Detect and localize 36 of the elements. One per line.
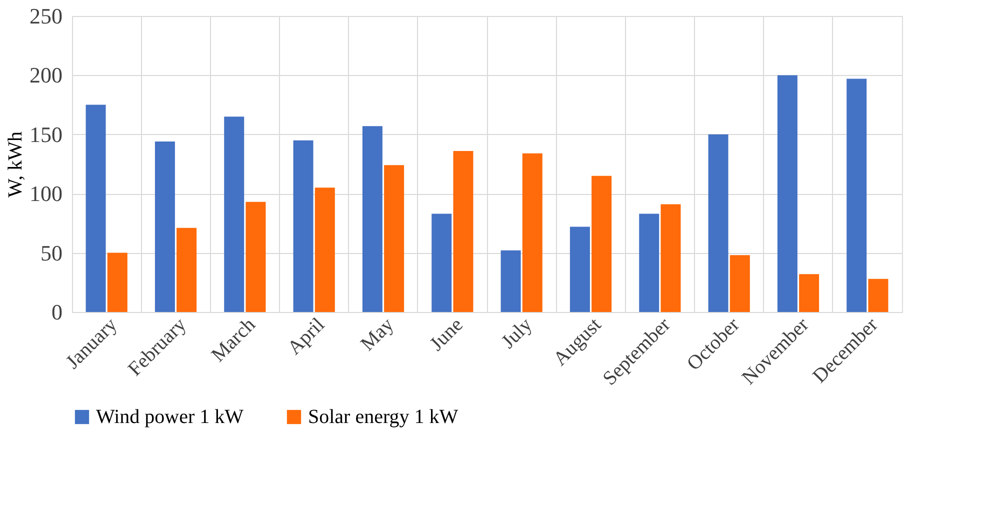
bar	[522, 153, 542, 312]
bar	[224, 116, 244, 312]
y-axis-title: W, kWh	[4, 132, 26, 198]
bar	[107, 252, 128, 312]
bar	[432, 214, 452, 312]
bar	[176, 228, 197, 312]
bar	[868, 278, 888, 312]
x-tick-label: July	[497, 314, 536, 353]
y-tick-label: 150	[30, 122, 62, 147]
y-tick-label: 0	[52, 300, 62, 324]
bar	[660, 204, 681, 312]
bar	[86, 104, 106, 312]
y-tick-label: 250	[30, 4, 62, 28]
x-tick-label: May	[356, 314, 398, 356]
bar	[500, 250, 521, 312]
bar	[592, 176, 612, 312]
bar	[246, 202, 266, 312]
bar	[846, 78, 867, 312]
bar	[154, 142, 175, 312]
y-tick-label: 50	[40, 240, 62, 266]
bar	[708, 134, 728, 312]
bar	[777, 75, 798, 312]
bar	[362, 126, 382, 312]
bar	[384, 165, 404, 312]
bar	[293, 140, 314, 312]
y-tick-label: 200	[30, 62, 62, 88]
bar	[639, 214, 660, 312]
y-tick-label: 100	[30, 181, 62, 206]
bar	[453, 150, 474, 312]
bar	[799, 274, 820, 312]
legend-label: Wind power 1 kW	[96, 406, 244, 428]
legend-label: Solar energy 1 kW	[308, 406, 458, 428]
x-tick-label: June	[426, 314, 468, 356]
bar	[570, 226, 590, 312]
bar	[314, 188, 335, 312]
bar	[730, 255, 750, 312]
